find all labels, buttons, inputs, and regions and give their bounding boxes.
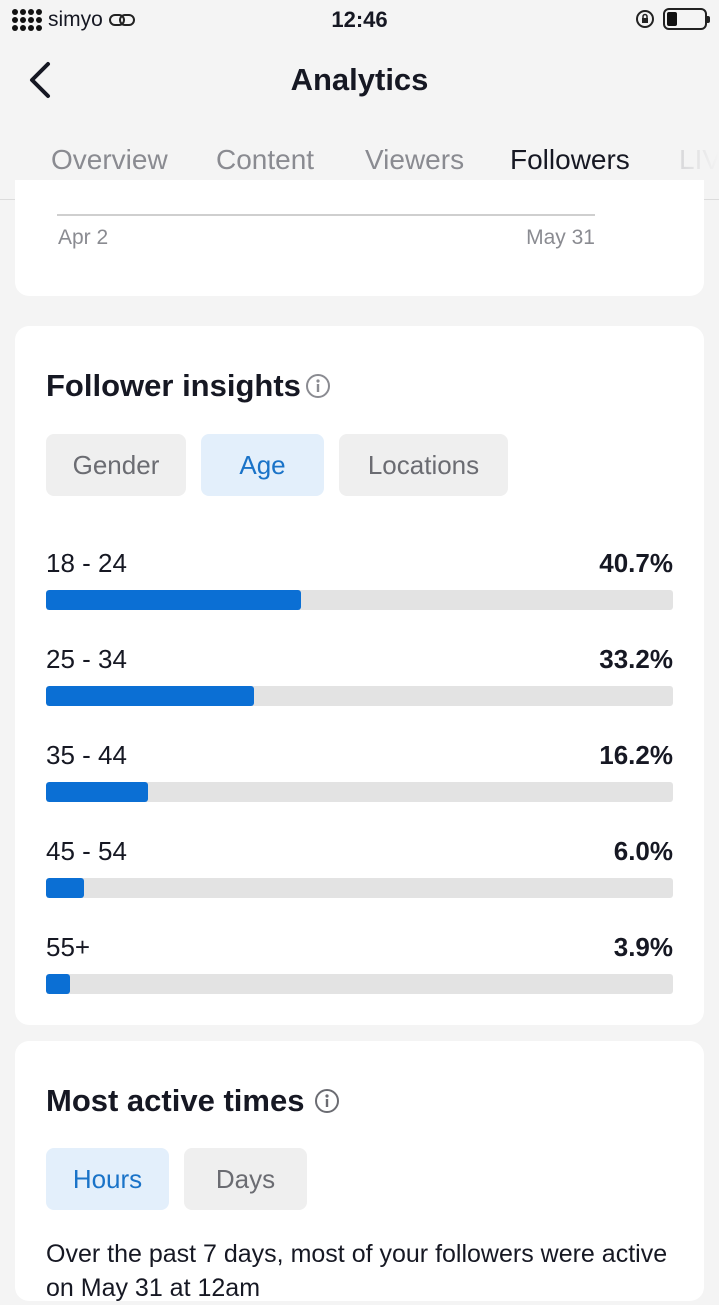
age-group-percent: 16.2% (599, 740, 673, 770)
age-group-row: 35 - 44 16.2% (46, 740, 673, 810)
carrier-name: simyo (48, 8, 103, 31)
age-bar-track (46, 590, 673, 610)
age-group-row: 45 - 54 6.0% (46, 836, 673, 906)
info-icon[interactable] (314, 1088, 340, 1114)
status-right (635, 8, 710, 30)
status-left: simyo (12, 8, 135, 32)
age-bar-fill (46, 878, 84, 898)
age-group-percent: 6.0% (613, 836, 673, 866)
age-group-row: 18 - 24 40.7% (46, 548, 673, 618)
age-bar-track (46, 686, 673, 706)
filter-locations[interactable]: Locations (339, 434, 508, 496)
battery-icon (663, 8, 710, 30)
filter-days[interactable]: Days (184, 1148, 307, 1210)
age-group-label: 35 - 44 (46, 740, 127, 770)
signal-icon (12, 9, 42, 31)
tab-live[interactable]: LIVE (679, 144, 719, 175)
most-active-times-title: Most active times (46, 1083, 305, 1118)
link-icon (108, 14, 135, 26)
filter-gender[interactable]: Gender (46, 434, 186, 496)
age-bar-track (46, 878, 673, 898)
age-bar-fill (46, 590, 301, 610)
follower-insights-header: Follower insights (46, 368, 331, 404)
follower-insights-title: Follower insights (46, 368, 301, 403)
x-axis-end-label: May 31 (526, 226, 595, 249)
age-group-row: 55+ 3.9% (46, 932, 673, 1002)
age-bar-fill (46, 782, 148, 802)
age-group-row: 25 - 34 33.2% (46, 644, 673, 714)
tab-viewers[interactable]: Viewers (365, 144, 465, 175)
x-axis-start-label: Apr 2 (58, 226, 109, 249)
follower-insights-card: Follower insights Gender Age Locations 1… (15, 326, 704, 1025)
navigation-bar: Analytics (0, 40, 719, 120)
tab-followers[interactable]: Followers (510, 144, 630, 175)
age-group-label: 18 - 24 (46, 548, 127, 578)
age-group-percent: 40.7% (599, 548, 673, 578)
most-active-times-card: Most active times Hours Days Over the pa… (15, 1041, 704, 1302)
back-arrow-icon[interactable] (22, 58, 62, 102)
most-active-times-header: Most active times (46, 1083, 340, 1119)
tab-overview[interactable]: Overview (51, 144, 168, 175)
age-group-label: 55+ (46, 932, 91, 962)
info-icon[interactable] (305, 373, 331, 399)
chart-x-axis (57, 214, 595, 216)
followers-trend-card: Apr 2 May 31 (15, 180, 704, 296)
orientation-lock-icon (636, 10, 654, 28)
age-bar-fill (46, 974, 70, 994)
age-group-label: 25 - 34 (46, 644, 127, 674)
age-bar-track (46, 974, 673, 994)
age-bar-track (46, 782, 673, 802)
age-bar-fill (46, 686, 254, 706)
most-active-description: Over the past 7 days, most of your follo… (46, 1240, 668, 1302)
age-group-label: 45 - 54 (46, 836, 127, 866)
filter-age[interactable]: Age (201, 434, 324, 496)
tab-content[interactable]: Content (216, 144, 315, 175)
filter-hours[interactable]: Hours (46, 1148, 169, 1210)
status-bar: simyo 12:46 (0, 0, 719, 40)
age-group-percent: 3.9% (613, 932, 673, 962)
page-title: Analytics (290, 62, 429, 97)
age-group-percent: 33.2% (599, 644, 673, 674)
